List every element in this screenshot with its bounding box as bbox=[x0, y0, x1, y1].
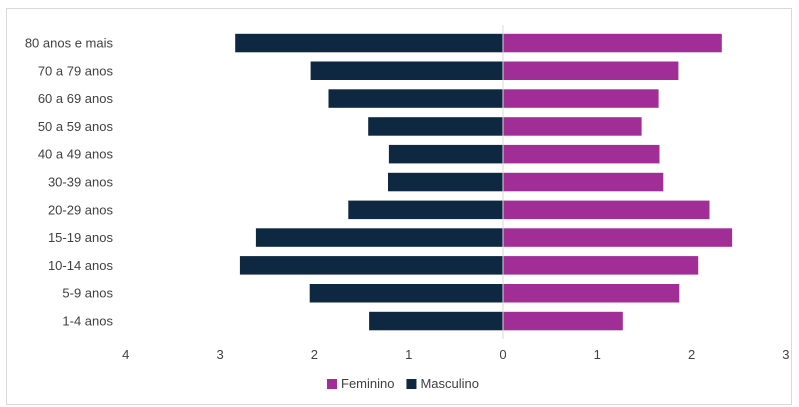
legend-swatch-feminino bbox=[327, 379, 337, 389]
category-label: 70 a 79 anos bbox=[38, 63, 114, 78]
bar-masculino-1 bbox=[310, 61, 503, 80]
x-tick-label: 2 bbox=[688, 347, 695, 362]
x-tick-label: 4 bbox=[122, 347, 129, 362]
bar-feminino-3 bbox=[503, 117, 642, 136]
bar-feminino-7 bbox=[503, 228, 733, 247]
bar-feminino-9 bbox=[503, 284, 680, 303]
category-label: 80 anos e mais bbox=[25, 36, 114, 51]
bar-masculino-9 bbox=[309, 284, 503, 303]
bars-group bbox=[235, 33, 733, 331]
bar-masculino-7 bbox=[255, 228, 503, 247]
bar-feminino-1 bbox=[503, 61, 679, 80]
legend-label: Feminino bbox=[341, 376, 394, 391]
bar-masculino-4 bbox=[388, 144, 503, 164]
category-label: 5-9 anos bbox=[62, 286, 113, 301]
x-tick-label: 1 bbox=[405, 347, 412, 362]
bar-masculino-5 bbox=[388, 172, 503, 192]
bar-feminino-10 bbox=[503, 311, 623, 331]
bar-feminino-0 bbox=[503, 33, 722, 53]
legend: Feminino Masculino bbox=[327, 376, 479, 391]
x-tick-labels: 4 3 2 1 0 1 2 3 bbox=[122, 347, 789, 362]
bar-feminino-8 bbox=[503, 256, 699, 275]
x-tick-label: 1 bbox=[594, 347, 601, 362]
bar-masculino-6 bbox=[348, 200, 503, 220]
bar-feminino-6 bbox=[503, 200, 710, 220]
category-label: 30-39 anos bbox=[48, 175, 114, 190]
category-label: 10-14 anos bbox=[48, 258, 114, 273]
category-label: 60 a 69 anos bbox=[38, 91, 114, 106]
bar-feminino-2 bbox=[503, 89, 659, 108]
category-label: 15-19 anos bbox=[48, 230, 114, 245]
x-tick-label: 0 bbox=[499, 347, 506, 362]
category-label: 50 a 59 anos bbox=[38, 119, 114, 134]
category-labels: 80 anos e mais 70 a 79 anos 60 a 69 anos 50… bbox=[25, 36, 114, 329]
category-label: 20-29 anos bbox=[48, 202, 114, 217]
x-tick-label: 3 bbox=[782, 347, 789, 362]
bar-feminino-4 bbox=[503, 144, 660, 164]
bar-masculino-0 bbox=[235, 33, 503, 53]
bar-masculino-2 bbox=[328, 89, 503, 108]
x-tick-label: 2 bbox=[311, 347, 318, 362]
legend-label: Masculino bbox=[420, 376, 479, 391]
x-tick-label: 3 bbox=[216, 347, 223, 362]
bar-feminino-5 bbox=[503, 172, 664, 192]
legend-swatch-masculino bbox=[406, 379, 417, 389]
category-label: 1-4 anos bbox=[62, 314, 113, 329]
bar-masculino-3 bbox=[368, 117, 503, 136]
bar-masculino-8 bbox=[239, 256, 503, 275]
category-label: 40 a 49 anos bbox=[38, 147, 114, 162]
bar-masculino-10 bbox=[369, 311, 503, 331]
